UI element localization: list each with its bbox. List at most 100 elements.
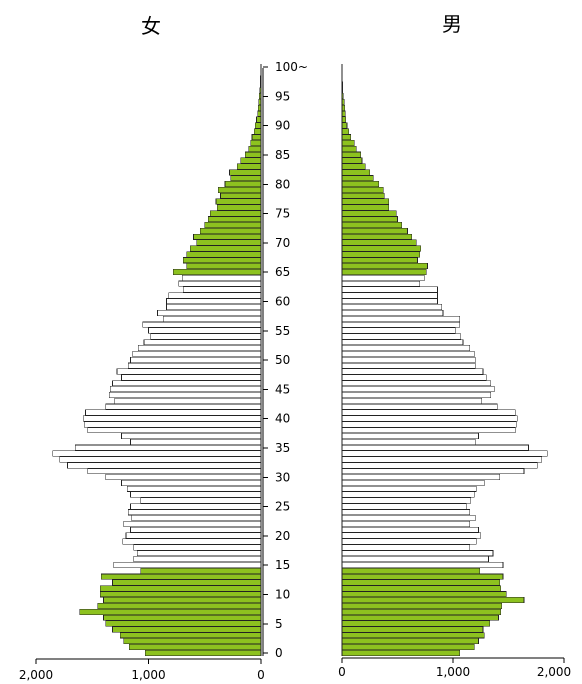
male-bar-age-97 <box>341 81 343 88</box>
male-bar-age-49 <box>341 362 476 369</box>
male-bar-age-33 <box>341 456 543 463</box>
male-bar-age-42 <box>341 403 498 410</box>
male-bar-age-39 <box>341 421 517 428</box>
male-bar-age-24 <box>341 509 470 516</box>
male-axis-tick-label: 0 <box>338 665 346 679</box>
female-bar-age-72 <box>199 227 262 234</box>
male-bar-age-45 <box>341 386 495 393</box>
male-bar-age-5 <box>341 620 490 627</box>
male-bar-age-43 <box>341 397 483 404</box>
female-bar-age-35 <box>75 444 262 451</box>
male-bar-age-86 <box>341 145 357 152</box>
male-bar-age-70 <box>341 239 417 246</box>
male-bar-age-52 <box>341 345 470 352</box>
age-tick-label: 5 <box>275 617 283 631</box>
age-tick-label: 35 <box>275 441 290 455</box>
female-bar-age-81 <box>230 175 262 182</box>
male-bar-age-83 <box>341 163 366 170</box>
age-tick-label: 85 <box>275 148 290 162</box>
male-bar-age-81 <box>341 175 374 182</box>
female-bar-age-63 <box>178 280 262 287</box>
female-bar-age-65 <box>172 268 262 275</box>
male-bar-age-3 <box>341 632 485 639</box>
male-bar-age-32 <box>341 462 538 469</box>
female-x-axis: 2,000 1,000 0 <box>19 658 265 682</box>
age-tick-label: 60 <box>275 295 290 309</box>
male-bar-age-61 <box>341 292 438 299</box>
male-bar-age-0 <box>341 649 460 656</box>
male-bar-age-55 <box>341 327 456 334</box>
male-bar-age-10 <box>341 591 507 598</box>
male-bar-age-7 <box>341 608 502 615</box>
female-bar-age-84 <box>240 157 262 164</box>
male-bar-age-36 <box>341 438 476 445</box>
female-bar-age-47 <box>121 374 262 381</box>
female-bar-age-15 <box>113 561 262 568</box>
male-bar-age-29 <box>341 479 485 486</box>
female-bar-age-68 <box>186 251 262 258</box>
female-bar-age-95 <box>259 93 262 100</box>
female-bar-age-56 <box>142 321 262 328</box>
female-bar-age-39 <box>84 421 262 428</box>
female-bar-age-54 <box>150 333 262 340</box>
female-bar-age-27 <box>130 491 262 498</box>
male-bar-age-68 <box>341 251 420 258</box>
male-bar-age-25 <box>341 503 467 510</box>
male-bar-age-26 <box>341 497 472 504</box>
male-bar-age-59 <box>341 304 443 311</box>
male-bar-age-64 <box>341 274 425 281</box>
female-bar-age-80 <box>224 181 262 188</box>
male-bar-age-76 <box>341 204 389 211</box>
female-bar-age-86 <box>248 145 262 152</box>
female-axis-tick-label: 0 <box>257 668 265 682</box>
female-bar-age-94 <box>258 99 262 106</box>
male-bar-age-44 <box>341 391 492 399</box>
female-bar-age-78 <box>220 192 262 199</box>
female-bar-age-38 <box>87 427 262 434</box>
male-bar-age-75 <box>341 210 397 217</box>
female-bar-age-85 <box>244 151 262 158</box>
male-bar-age-78 <box>341 192 385 199</box>
female-bar-age-83 <box>237 163 262 170</box>
age-tick-label: 80 <box>275 177 290 191</box>
male-bar-age-38 <box>341 427 516 434</box>
female-bar-age-88 <box>251 134 262 141</box>
male-bar-age-51 <box>341 350 475 358</box>
female-bar-age-6 <box>103 614 262 621</box>
female-bar-age-60 <box>166 298 262 305</box>
female-bar-age-4 <box>112 626 262 633</box>
age-tick-label: 75 <box>275 207 290 221</box>
male-bar-age-34 <box>341 450 548 457</box>
female-bar-age-10 <box>99 591 262 598</box>
male-bar-age-18 <box>341 544 470 551</box>
female-title: 女 <box>141 14 161 38</box>
male-bar-age-63 <box>341 280 420 287</box>
male-bar-age-56 <box>341 321 460 328</box>
male-bar-age-17 <box>341 550 494 557</box>
male-bar-age-67 <box>341 257 418 264</box>
male-bar-age-47 <box>341 374 487 381</box>
female-bar-age-25 <box>130 503 262 510</box>
male-bar-age-15 <box>341 561 504 568</box>
male-bar-age-6 <box>341 614 499 621</box>
female-bar-age-59 <box>166 304 262 311</box>
male-bar-age-58 <box>341 309 444 317</box>
female-bar-age-7 <box>79 608 262 615</box>
male-bar-age-48 <box>341 368 484 375</box>
male-bar-age-89 <box>341 128 349 135</box>
male-bar-age-94 <box>341 99 345 106</box>
female-bar-age-30 <box>105 474 262 481</box>
male-bars <box>341 63 548 656</box>
male-bar-age-85 <box>341 151 362 158</box>
male-bar-age-82 <box>341 169 371 176</box>
male-bar-age-40 <box>341 415 518 422</box>
female-bar-age-67 <box>183 257 262 264</box>
female-bar-age-12 <box>112 579 262 586</box>
female-bar-age-31 <box>87 468 262 475</box>
female-bar-age-58 <box>157 309 262 317</box>
male-bar-age-2 <box>341 638 479 645</box>
female-bar-age-97 <box>259 81 262 88</box>
female-bar-age-49 <box>127 362 262 369</box>
female-bar-age-52 <box>138 345 262 352</box>
female-bar-age-13 <box>100 573 262 580</box>
